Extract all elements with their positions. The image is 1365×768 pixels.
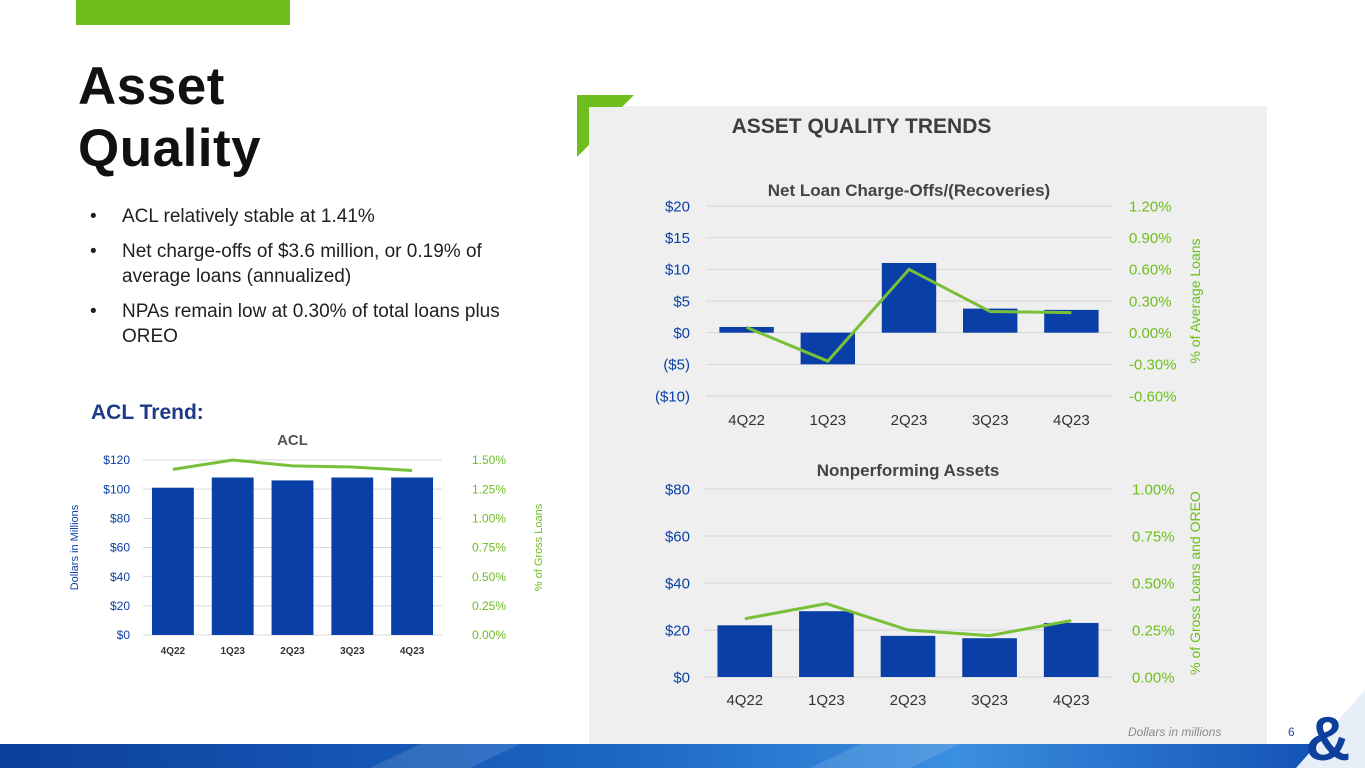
bar: [799, 611, 854, 677]
y2-axis-tick-label: 1.25%: [472, 482, 506, 496]
bullet-list: ACL relatively stable at 1.41% Net charg…: [90, 204, 550, 359]
x-axis-tick-label: 4Q23: [400, 646, 425, 657]
y-axis-tick-label: $15: [665, 230, 690, 247]
y2-axis-tick-label: 0.00%: [1132, 669, 1175, 686]
page-number: 6: [1288, 725, 1295, 739]
x-axis-tick-label: 4Q22: [728, 412, 765, 429]
line-series: [172, 458, 413, 472]
y2-axis-tick-label: 1.00%: [472, 512, 506, 526]
y2-axis-tick-label: 0.00%: [472, 628, 506, 642]
x-axis-tick-label: 4Q22: [726, 692, 763, 709]
chart-title: Net Loan Charge-Offs/(Recoveries): [768, 181, 1050, 200]
x-axis-tick-label: 3Q23: [971, 692, 1008, 709]
y-axis-tick-label: $20: [665, 198, 690, 215]
x-axis-tick-label: 2Q23: [280, 646, 305, 657]
y2-axis-tick-label: 0.00%: [1129, 325, 1172, 342]
bullet-item: NPAs remain low at 0.30% of total loans …: [90, 299, 550, 349]
y2-axis-tick-label: -0.30%: [1129, 357, 1177, 374]
x-axis-tick-label: 2Q23: [891, 412, 928, 429]
page-title: Asset Quality: [78, 56, 261, 180]
y2-axis-tick-label: 0.60%: [1129, 262, 1172, 279]
bar: [719, 326, 774, 333]
y2-axis-tick-label: -0.60%: [1129, 388, 1177, 405]
x-axis-tick-label: 3Q23: [340, 646, 365, 657]
y-axis-tick-label: $20: [665, 622, 690, 639]
title-line-2: Quality: [78, 119, 262, 178]
y-axis-tick-label: $120: [103, 453, 130, 467]
line-series: [744, 602, 1072, 638]
bar: [962, 638, 1017, 677]
y-axis-tick-label: $80: [665, 481, 690, 498]
title-line-1: Asset: [78, 57, 225, 116]
y2-axis-tick-label: 1.50%: [472, 453, 506, 467]
bottom-decorative-band: [0, 744, 1365, 768]
y-axis-tick-label: $60: [110, 541, 130, 555]
y-axis-tick-label: $0: [673, 669, 690, 686]
x-axis-tick-label: 4Q23: [1053, 412, 1090, 429]
bar: [271, 480, 314, 635]
y-axis-tick-label: $10: [665, 262, 690, 279]
brand-ampersand-logo: &: [1296, 690, 1365, 768]
y2-axis-tick-label: 0.30%: [1129, 293, 1172, 310]
bullet-item: Net charge-offs of $3.6 million, or 0.19…: [90, 239, 550, 289]
chart-title: Nonperforming Assets: [817, 461, 1000, 480]
bar: [880, 635, 936, 677]
nonperforming-assets-chart: Nonperforming Assets $0 $20 $40 $60 $80 0.00% 0…: [665, 461, 1203, 709]
bar: [331, 477, 374, 635]
svg-text:&: &: [1306, 705, 1351, 768]
x-axis-tick-label: 4Q23: [1053, 692, 1090, 709]
y-axis-tick-label: $80: [110, 512, 130, 526]
y2-axis-label: % of Gross Loans and OREO: [1187, 491, 1203, 675]
y-axis-label: Dollars in Millions: [69, 504, 81, 590]
acl-trend-heading: ACL Trend:: [91, 401, 204, 424]
x-axis-tick-label: 1Q23: [808, 692, 845, 709]
y-axis-tick-label: $0: [673, 325, 690, 342]
bar: [151, 487, 194, 635]
x-axis-tick-label: 1Q23: [220, 646, 245, 657]
y-axis-tick-label: ($10): [655, 388, 690, 405]
y-axis-tick-label: $40: [665, 575, 690, 592]
y-axis-tick-label: $40: [110, 570, 130, 584]
chart-title: ACL: [277, 432, 308, 449]
bar: [1044, 309, 1099, 333]
net-charge-offs-chart: Net Loan Charge-Offs/(Recoveries) ($10) ($…: [655, 181, 1203, 429]
y-axis-tick-label: $5: [673, 293, 690, 310]
y2-axis-tick-label: 1.20%: [1129, 198, 1172, 215]
y-axis-tick-label: $20: [110, 599, 130, 613]
bar: [211, 477, 254, 635]
y2-axis-tick-label: 0.75%: [472, 541, 506, 555]
y-axis-tick-label: $60: [665, 528, 690, 545]
bullet-item: ACL relatively stable at 1.41%: [90, 204, 550, 229]
bar: [881, 263, 937, 333]
y2-axis-tick-label: 1.00%: [1132, 481, 1175, 498]
corner-bracket-icon: [577, 95, 634, 157]
panel-title: ASSET QUALITY TRENDS: [731, 115, 992, 138]
x-axis-tick-label: 1Q23: [809, 412, 846, 429]
acl-chart: ACL $0 $20 $40 $60 $80 $100 $120 0.00% 0.25% 0.50%…: [69, 432, 545, 657]
y2-axis-tick-label: 0.25%: [472, 599, 506, 613]
top-accent-bar: [76, 0, 290, 25]
bar: [717, 625, 773, 677]
y2-axis-label: % of Average Loans: [1187, 238, 1203, 363]
y2-axis-tick-label: 0.75%: [1132, 528, 1175, 545]
y-axis-tick-label: ($5): [663, 357, 690, 374]
y-axis-tick-label: $0: [117, 628, 131, 642]
line-series: [746, 267, 1072, 363]
x-axis-tick-label: 4Q22: [161, 646, 186, 657]
y2-axis-tick-label: 0.90%: [1129, 230, 1172, 247]
bar: [391, 477, 434, 635]
y2-axis-tick-label: 0.50%: [472, 570, 506, 584]
x-axis-tick-label: 3Q23: [972, 412, 1009, 429]
bar: [1043, 622, 1099, 677]
x-axis-tick-label: 2Q23: [890, 692, 927, 709]
footer-note: Dollars in millions: [1128, 725, 1222, 739]
y2-axis-tick-label: 0.25%: [1132, 622, 1175, 639]
y-axis-tick-label: $100: [103, 482, 130, 496]
y2-axis-label: % of Gross Loans: [533, 503, 545, 591]
y2-axis-tick-label: 0.50%: [1132, 575, 1175, 592]
